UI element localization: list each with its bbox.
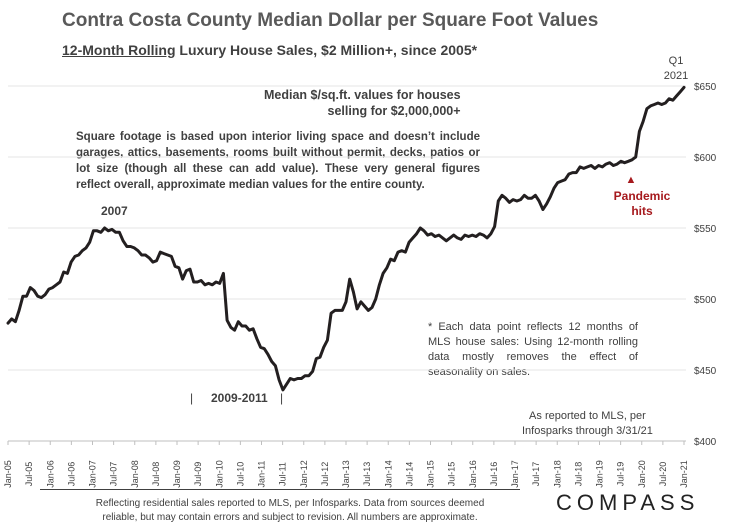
x-tick-label: Jul-19 (616, 462, 626, 487)
x-tick-label: Jul-11 (278, 462, 288, 486)
footer-disclaimer: Reflecting residential sales reported to… (60, 497, 520, 525)
series-description-line-1: Median $/sq.ft. values for houses (264, 88, 461, 102)
y-tick-label: $500 (694, 295, 717, 306)
x-tick-label: Jan-05 (3, 460, 13, 488)
x-tick-label: Jul-20 (658, 462, 668, 487)
y-axis-labels: $400 $450 $500 $550 $600 $650 (694, 82, 717, 448)
latest-q1-label: Q1 (669, 55, 684, 67)
x-tick-label: Jul-10 (235, 462, 245, 487)
x-tick-label: Jan-06 (45, 460, 55, 488)
x-tick-label: Jan-20 (637, 460, 647, 488)
x-tick-label: Jan-12 (299, 460, 309, 488)
sqft-note: Square footage is based upon interior li… (76, 131, 480, 191)
series-description-line-2: selling for $2,000,000+ (327, 104, 461, 118)
rolling-data-note: * Each data point reflects 12 months of … (428, 321, 638, 378)
x-tick-label: Jul-16 (489, 462, 499, 487)
pandemic-label-line-2: hits (631, 204, 653, 218)
series-line (6, 85, 686, 392)
source-note: As reported to MLS, per Infosparks throu… (522, 409, 653, 439)
x-tick-label: Jul-07 (109, 462, 119, 487)
range-tick-right: | (280, 391, 283, 405)
subtitle-rest: Luxury House Sales, $2 Million+, since 2… (175, 42, 478, 58)
x-tick-label: Jul-17 (531, 462, 541, 487)
chart-title: Contra Costa County Median Dollar per Sq… (62, 10, 599, 31)
series-description: Median $/sq.ft. values for houses sellin… (264, 87, 461, 119)
footer-disclaimer-line-1: Reflecting residential sales reported to… (95, 498, 485, 509)
x-tick-label: Jan-15 (426, 460, 436, 488)
x-tick-label: Jul-08 (151, 462, 161, 487)
y-tick-label: $450 (694, 366, 717, 377)
chart-subtitle: 12-Month Rolling Luxury House Sales, $2 … (62, 42, 477, 58)
range-tick-left: | (190, 391, 193, 405)
x-tick-label: Jul-05 (24, 462, 34, 487)
y-tick-label: $400 (694, 437, 717, 448)
x-tick-label: Jan-18 (552, 460, 562, 488)
x-tick-label: Jul-13 (362, 462, 372, 487)
x-tick-label: Jan-08 (130, 460, 140, 488)
footer-disclaimer-line-2: reliable, but may contain errors and sub… (102, 512, 478, 523)
x-tick-label: Jan-09 (172, 460, 182, 488)
x-tick-label: Jul-12 (320, 462, 330, 487)
y-tick-label: $600 (694, 153, 717, 164)
x-tick-label: Jan-19 (595, 460, 605, 488)
x-tick-label: Jan-16 (468, 460, 478, 488)
source-note-line-2: Infosparks through 3/31/21 (522, 425, 653, 437)
x-tick-label: Jul-14 (404, 462, 414, 487)
x-tick-label: Jul-15 (447, 462, 457, 487)
source-note-line-1: As reported to MLS, per (529, 410, 646, 422)
y-tick-label: $650 (694, 82, 717, 93)
x-tick-label: Jan-07 (88, 460, 98, 488)
x-tick-label: Jul-09 (193, 462, 203, 487)
peak-2007-label: 2007 (101, 204, 128, 218)
x-tick-label: Jan-17 (510, 460, 520, 488)
x-tick-label: Jan-21 (679, 460, 689, 488)
x-tick-label: Jan-14 (383, 460, 393, 488)
x-tick-label: Jan-10 (214, 460, 224, 488)
y-gridlines (8, 85, 686, 371)
x-tick-label: Jan-13 (341, 460, 351, 488)
pandemic-marker-icon: ▲ (626, 174, 637, 186)
x-tick-label: Jan-11 (257, 461, 267, 488)
subtitle-underlined: 12-Month Rolling (62, 42, 176, 58)
x-tick-label: Jul-18 (573, 462, 583, 487)
range-2009-2011-label: 2009-2011 (211, 391, 268, 405)
compass-logo: COMPASS (556, 490, 700, 515)
x-tick-label: Jul-06 (66, 462, 76, 487)
footer-divider (40, 489, 520, 490)
y-tick-label: $550 (694, 224, 717, 235)
latest-2021-label: 2021 (664, 70, 688, 82)
pandemic-label-line-1: Pandemic (614, 189, 671, 203)
x-axis-ticks: Jan-05 Jul-05 Jan-06 Jul-06 Jan-07 Jul-07 Jan-… (3, 441, 689, 488)
